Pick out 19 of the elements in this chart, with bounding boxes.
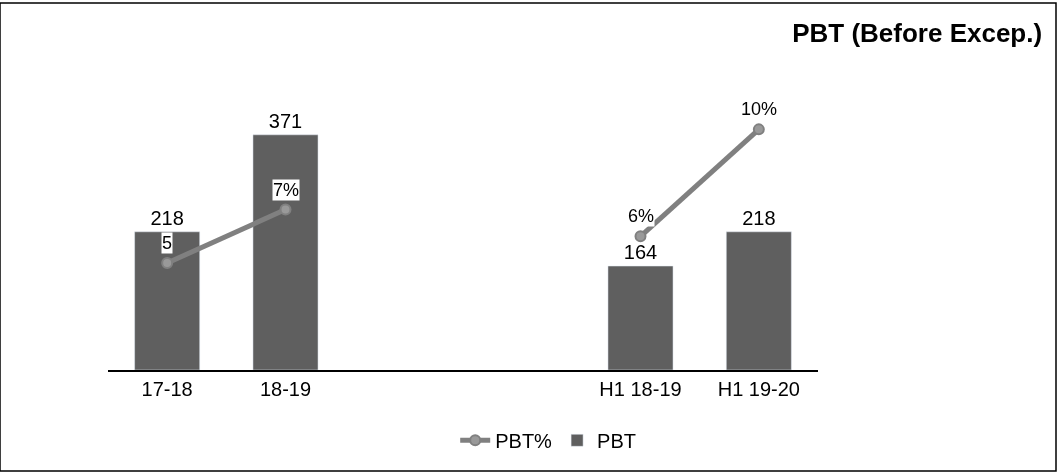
text: PBT (Before Excep.): [792, 18, 1043, 49]
legend-label: PBT: [597, 430, 636, 453]
x-tick-label: 17-18: [141, 378, 193, 400]
data-label: 6%: [628, 206, 655, 226]
data-label: 10%: [741, 99, 778, 119]
point: [279, 203, 292, 216]
x-tick-label: H1 19-20: [717, 378, 800, 400]
data-label: 5: [162, 233, 173, 253]
data-label: 218: [150, 206, 184, 229]
x-tick-label: 18-19: [259, 378, 312, 400]
data-label: 164: [623, 241, 658, 264]
legend-label: PBT%: [495, 430, 553, 453]
data-label: 7%: [273, 180, 300, 200]
x-tick-label: H1 18-19: [599, 378, 682, 400]
data-label: 371: [268, 109, 303, 132]
point: [634, 230, 647, 243]
data-label: 218: [742, 206, 776, 229]
point: [752, 123, 765, 136]
point: [161, 257, 174, 270]
